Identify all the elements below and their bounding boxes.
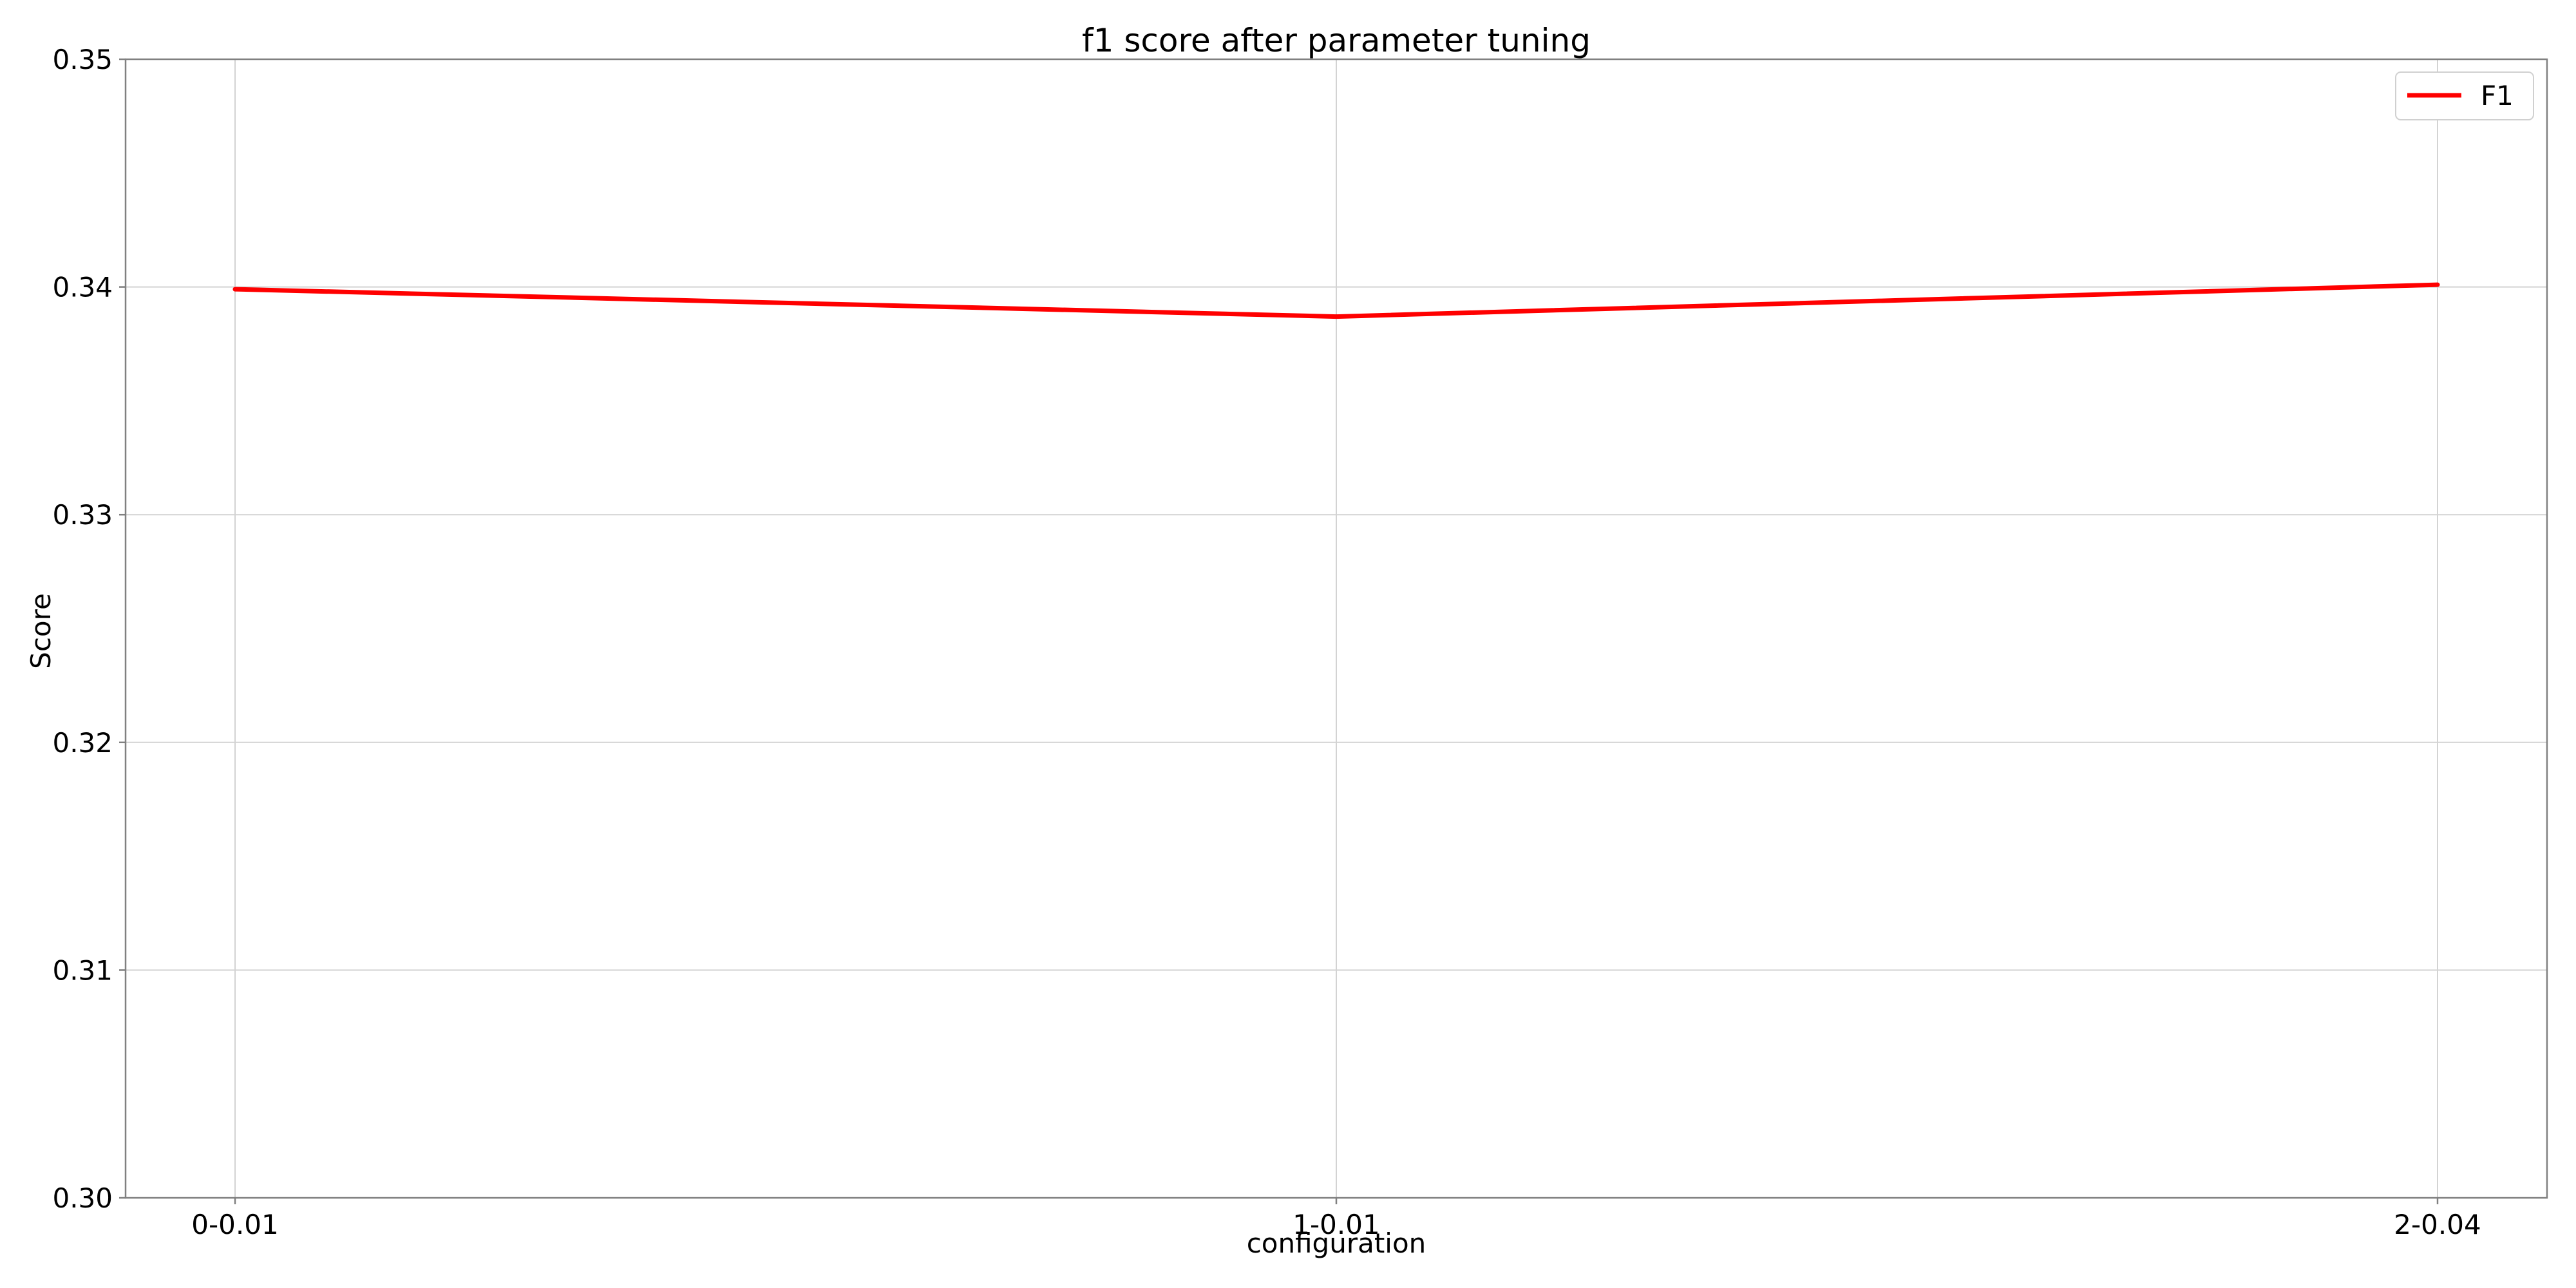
x-axis-ticks: 0-0.01 1-0.01 2-0.04 [191,1198,2481,1240]
x-tick-label: 0-0.01 [191,1209,278,1240]
data-point [2435,282,2440,287]
y-tick-label: 0.32 [52,727,113,759]
y-tick-label: 0.30 [52,1182,113,1214]
y-axis-ticks: 0.30 0.31 0.32 0.33 0.34 0.35 [52,44,126,1214]
x-tick-label: 2-0.04 [2394,1209,2481,1240]
y-tick-label: 0.34 [52,272,113,303]
legend-label-f1: F1 [2481,80,2514,111]
series-layer [232,282,2440,319]
x-axis-label: configuration [1247,1227,1426,1259]
legend: F1 [2395,71,2534,120]
data-point [232,287,238,292]
y-tick-label: 0.35 [52,44,113,75]
y-tick-label: 0.33 [52,499,113,531]
x-tick-label: 1-0.01 [1293,1209,1379,1240]
legend-box [2395,71,2534,120]
chart-title: f1 score after parameter tuning [1082,22,1591,59]
data-point [1334,314,1339,319]
y-tick-label: 0.31 [52,954,113,986]
y-axis-label: Score [25,593,57,669]
